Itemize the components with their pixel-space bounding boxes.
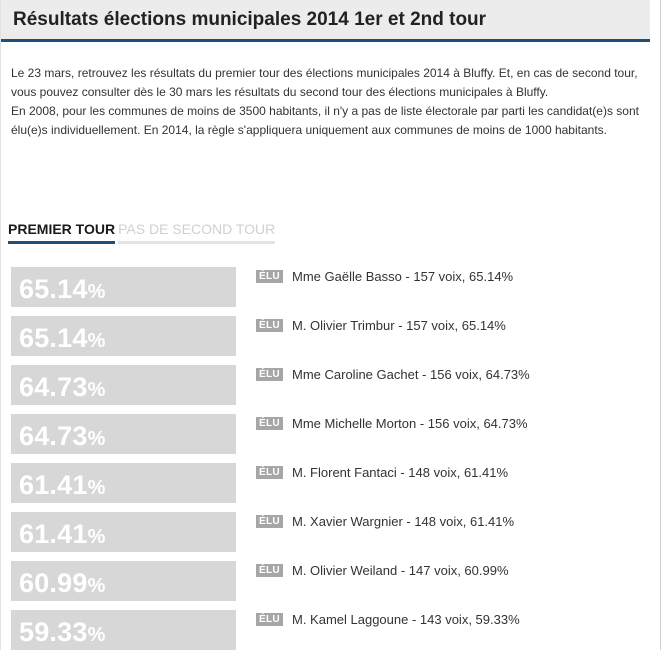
result-row: 59.33% ÉLU M. Kamel Laggoune - 143 voix,… [11,607,651,650]
intro-text: Le 23 mars, retrouvez les résultats du p… [11,64,639,140]
result-row: 61.41% ÉLU M. Xavier Wargnier - 148 voix… [11,509,651,552]
percentage-box: 65.14% [11,267,236,307]
percentage-box: 64.73% [11,365,236,405]
result-row: 64.73% ÉLU Mme Caroline Gachet - 156 voi… [11,362,651,405]
elu-badge: ÉLU [256,270,283,283]
candidate-result: M. Olivier Trimbur - 157 voix, 65.14% [292,318,506,333]
percentage-value: 61.41% [19,470,106,500]
percentage-box: 65.14% [11,316,236,356]
title-bar: Résultats élections municipales 2014 1er… [1,0,650,42]
candidate-result: M. Kamel Laggoune - 143 voix, 59.33% [292,612,520,627]
result-row: 65.14% ÉLU M. Olivier Trimbur - 157 voix… [11,313,651,356]
result-row: 61.41% ÉLU M. Florent Fantaci - 148 voix… [11,460,651,503]
candidate-result: M. Olivier Weiland - 147 voix, 60.99% [292,563,509,578]
percentage-box: 61.41% [11,463,236,503]
elu-badge: ÉLU [256,613,283,626]
candidate-result: Mme Gaëlle Basso - 157 voix, 65.14% [292,269,514,284]
intro-paragraph-1: Le 23 mars, retrouvez les résultats du p… [11,66,638,99]
candidate-result: M. Xavier Wargnier - 148 voix, 61.41% [292,514,515,529]
percentage-value: 60.99% [19,568,106,598]
page-title: Résultats élections municipales 2014 1er… [13,9,487,30]
elu-badge: ÉLU [256,564,283,577]
intro-paragraph-2: En 2008, pour les communes de moins de 3… [11,104,639,137]
elu-badge: ÉLU [256,319,283,332]
result-row: 65.14% ÉLU Mme Gaëlle Basso - 157 voix, … [11,264,651,307]
result-row: 60.99% ÉLU M. Olivier Weiland - 147 voix… [11,558,651,601]
elu-badge: ÉLU [256,368,283,381]
percentage-value: 65.14% [19,323,106,353]
elu-badge: ÉLU [256,466,283,479]
percentage-box: 61.41% [11,512,236,552]
percentage-value: 59.33% [19,617,106,647]
percentage-value: 64.73% [19,372,106,402]
percentage-value: 65.14% [19,274,106,304]
percentage-box: 59.33% [11,610,236,650]
tab-premier-tour[interactable]: PREMIER TOUR [8,221,116,244]
tab-second-tour[interactable]: PAS DE SECOND TOUR [118,221,276,244]
percentage-value: 61.41% [19,519,106,549]
candidate-result: M. Florent Fantaci - 148 voix, 61.41% [292,465,509,480]
round-tabs: PREMIER TOUR PAS DE SECOND TOUR [8,221,276,244]
percentage-value: 64.73% [19,421,106,451]
candidate-result: Mme Michelle Morton - 156 voix, 64.73% [292,416,528,431]
elu-badge: ÉLU [256,417,283,430]
percentage-box: 64.73% [11,414,236,454]
candidate-result: Mme Caroline Gachet - 156 voix, 64.73% [292,367,530,382]
result-row: 64.73% ÉLU Mme Michelle Morton - 156 voi… [11,411,651,454]
percentage-box: 60.99% [11,561,236,601]
elu-badge: ÉLU [256,515,283,528]
